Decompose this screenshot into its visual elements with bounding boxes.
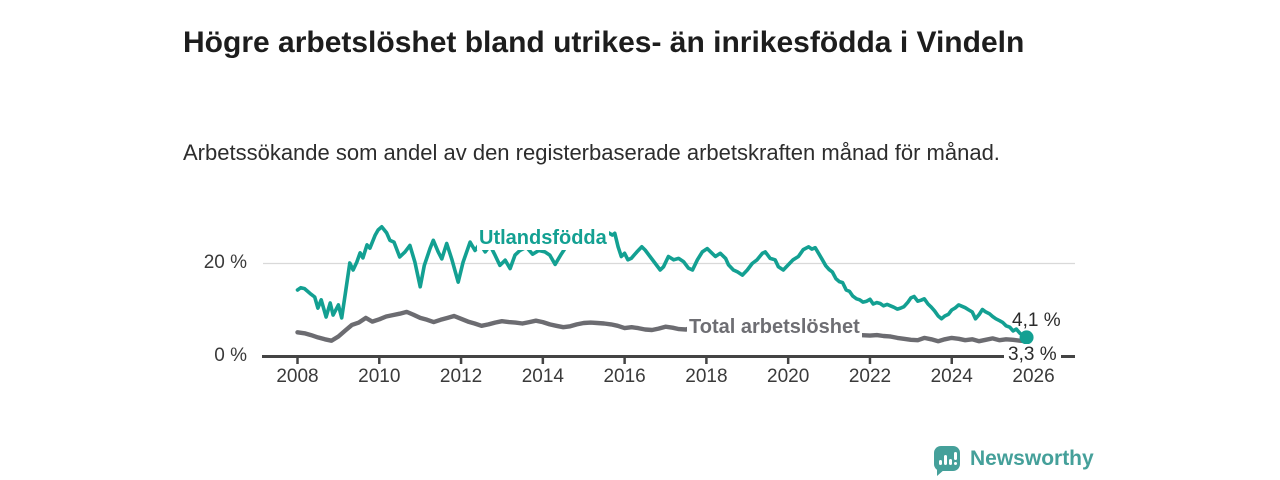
series-line-total xyxy=(295,309,1029,344)
icon-exclamation-dot xyxy=(954,462,957,465)
x-axis-tick-label: 2016 xyxy=(603,366,646,387)
y-axis-tick-label-0: 0 % xyxy=(214,345,247,366)
end-value-label-utlandsfodda: 4,1 % xyxy=(1012,310,1061,331)
newsworthy-bar-chart-bubble-icon xyxy=(934,446,960,476)
chart-subtitle: Arbetssökande som andel av den registerb… xyxy=(183,140,1000,165)
x-axis-tick-label: 2008 xyxy=(276,366,319,387)
x-axis-tick-label: 2020 xyxy=(767,366,810,387)
x-axis-tick-label: 2024 xyxy=(930,366,973,387)
chart-title: Högre arbetslöshet bland utrikes- än inr… xyxy=(183,26,1025,60)
icon-bar-2 xyxy=(944,455,947,465)
series-label-utlandsfodda: Utlandsfödda xyxy=(477,227,609,250)
icon-exclamation-bar xyxy=(954,452,957,460)
newsworthy-wordmark: Newsworthy xyxy=(970,446,1094,470)
icon-bar-3 xyxy=(949,459,952,465)
x-axis-tick-label: 2018 xyxy=(685,366,728,387)
series-label-total: Total arbetslöshet xyxy=(687,316,862,339)
end-value-label-total: 3,3 % xyxy=(1004,344,1061,366)
y-axis-tick-label-20: 20 % xyxy=(203,252,247,273)
series-end-marker xyxy=(1019,330,1034,345)
x-axis-tick-label: 2010 xyxy=(358,366,401,387)
x-axis-tick-label: 2026 xyxy=(1012,366,1055,387)
x-axis-tick-label: 2014 xyxy=(521,366,564,387)
newsworthy-logo[interactable]: Newsworthy xyxy=(934,446,1094,476)
x-axis-tick-label: 2012 xyxy=(439,366,483,387)
x-axis-tick-label: 2022 xyxy=(848,366,892,387)
series-line-utlandsfodda xyxy=(295,225,1029,340)
icon-bar-1 xyxy=(939,460,942,465)
